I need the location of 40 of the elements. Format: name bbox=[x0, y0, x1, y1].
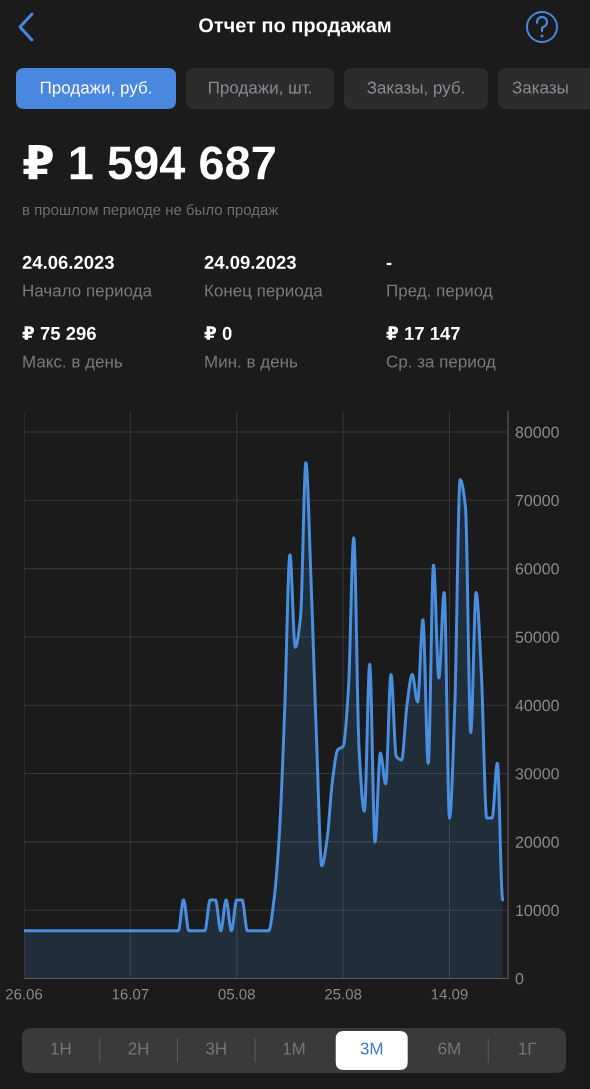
y-tick-label: 20000 bbox=[515, 836, 559, 848]
text: Ср. за период bbox=[386, 355, 496, 371]
text: в прошлом периоде не было продаж bbox=[23, 203, 279, 219]
y-tick-label: 80000 bbox=[515, 426, 559, 438]
text: Макс. в день bbox=[23, 355, 123, 371]
text: ₽ 1 594 687 bbox=[23, 144, 275, 180]
text: 3Н bbox=[206, 1042, 226, 1055]
text: 24.06.2023 bbox=[22, 255, 114, 269]
x-tick-label: 05.08 bbox=[218, 988, 255, 1000]
text: Продажи, шт. bbox=[209, 81, 311, 97]
text: Пред. период bbox=[387, 284, 493, 300]
text: 1Н bbox=[51, 1042, 71, 1055]
chart-title: Отчет по продажам bbox=[199, 18, 391, 37]
text: 24.09.2023 bbox=[204, 255, 296, 269]
x-tick-label: 16.07 bbox=[112, 988, 149, 1000]
x-tick-label: 25.08 bbox=[325, 988, 362, 1000]
text: 6М bbox=[438, 1042, 460, 1055]
y-tick-label: 0 bbox=[515, 973, 524, 985]
text: Продажи, руб. bbox=[40, 81, 151, 97]
text: Начало периода bbox=[23, 284, 152, 300]
text: ₽ 0 bbox=[204, 326, 232, 340]
x-tick-label: 14.09 bbox=[431, 988, 468, 1000]
text: Заказы, руб. bbox=[367, 81, 464, 97]
y-tick-label: 40000 bbox=[515, 699, 559, 712]
text: 3М bbox=[360, 1042, 383, 1055]
y-tick-label: 60000 bbox=[515, 563, 559, 575]
text: Заказы bbox=[512, 81, 568, 94]
x-tick-label: 26.06 bbox=[5, 988, 43, 1000]
text: 1Г bbox=[519, 1042, 537, 1055]
text: Мин. в день bbox=[205, 355, 298, 371]
text: ₽ 17 147 bbox=[386, 326, 460, 340]
text: 1М bbox=[283, 1042, 305, 1055]
text: 2Н bbox=[128, 1042, 149, 1055]
text: - bbox=[386, 262, 392, 266]
y-tick-label: 10000 bbox=[516, 904, 559, 917]
text: ₽ 75 296 bbox=[22, 326, 96, 340]
text: Конец периода bbox=[205, 284, 323, 300]
y-tick-label: 70000 bbox=[515, 494, 559, 507]
y-tick-label: 50000 bbox=[515, 631, 559, 643]
y-tick-label: 30000 bbox=[515, 768, 559, 780]
